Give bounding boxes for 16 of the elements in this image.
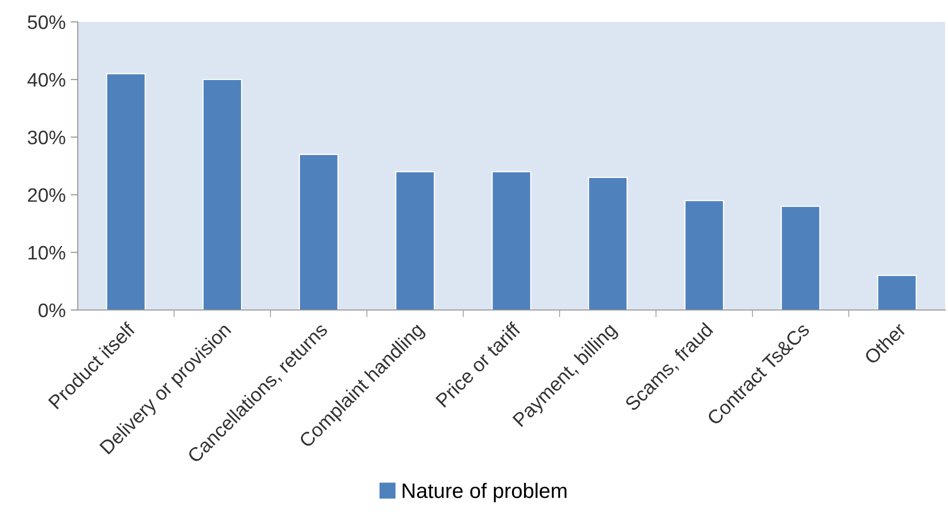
y-tick-label: 40% [27,72,66,87]
bar [877,274,917,310]
bar [684,200,724,310]
y-tick-label: 20% [28,188,66,202]
y-tick-label: 0% [38,303,66,318]
bar [395,171,435,310]
legend-label: Nature of problem [402,482,566,502]
bar [298,154,339,310]
y-tick-label: 50% [28,15,66,30]
y-tick-label: 30% [28,130,66,144]
bar [202,78,242,310]
bar [106,73,146,310]
y-tick-label: 10% [28,246,66,260]
bar [780,206,820,310]
bar [492,171,532,310]
bar [588,176,628,310]
